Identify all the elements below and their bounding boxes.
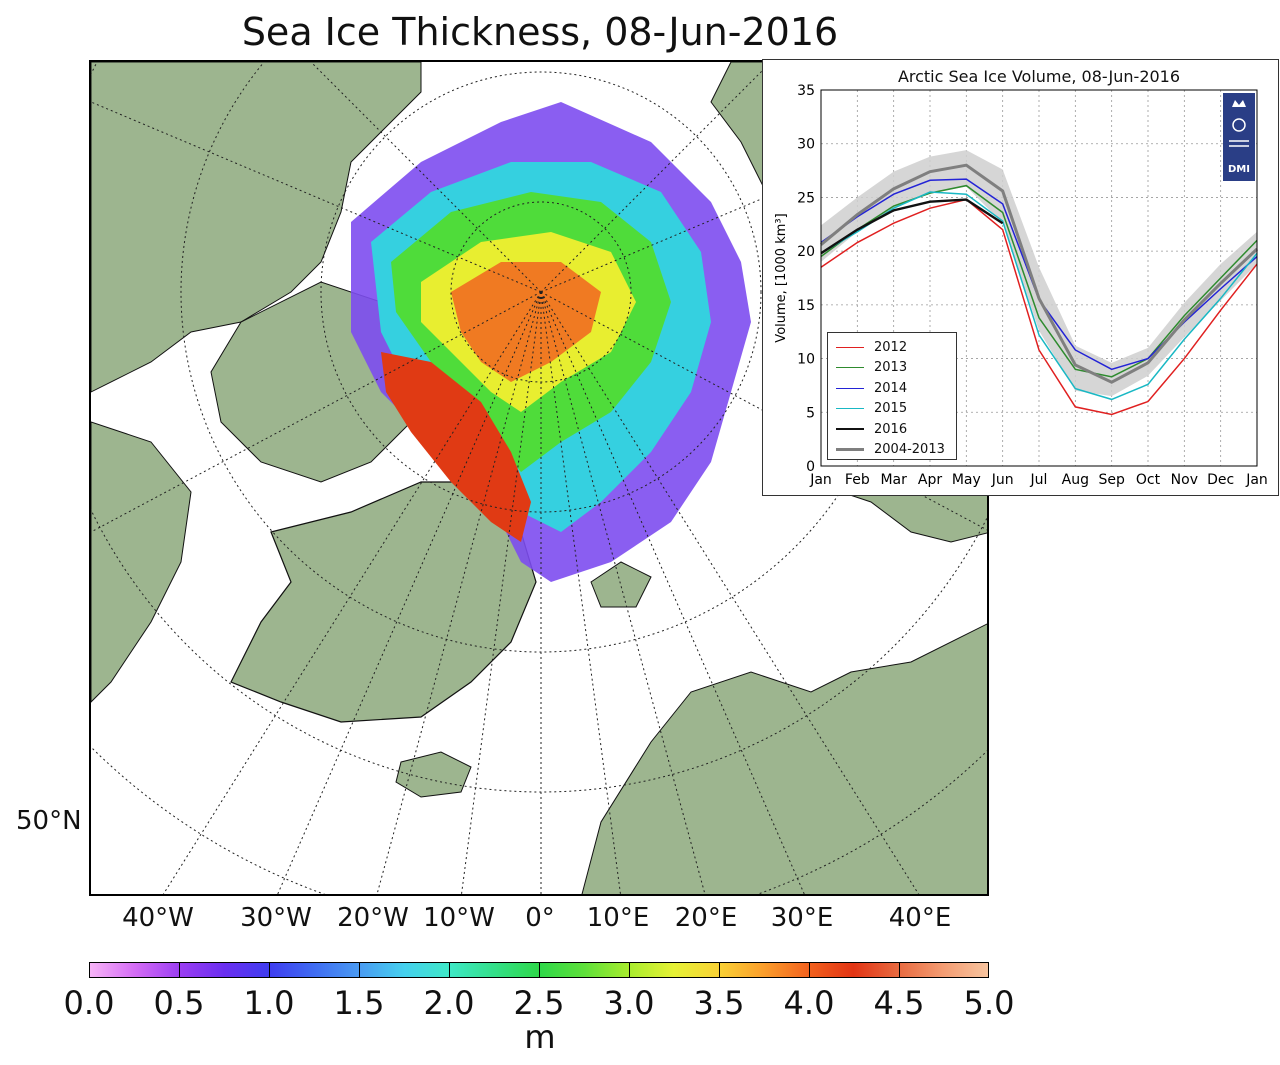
land-svalbard — [590, 561, 652, 608]
series-line-2004-2013 — [820, 163, 1259, 384]
colorbar-tick-label: 1.0 — [243, 984, 295, 1022]
longitude-label: 30°W — [240, 903, 312, 933]
map-title: Sea Ice Thickness, 08-Jun-2016 — [241, 10, 839, 54]
plot-frame — [820, 89, 1258, 467]
x-tick-label: Sep — [1098, 472, 1125, 488]
longitude-label: 40°W — [122, 903, 194, 933]
colorbar-tick-label: 3.5 — [693, 984, 745, 1022]
legend-label: 2015 — [874, 401, 908, 416]
colorbar-tick-label: 4.5 — [873, 984, 925, 1022]
x-tick-label: Aug — [1062, 472, 1089, 488]
land-scandinavia — [581, 623, 987, 894]
colorbar-tick-label: 1.5 — [333, 984, 385, 1022]
colorbar-tick — [179, 962, 180, 978]
legend-label: 2012 — [874, 339, 908, 355]
colorbar-tick — [539, 962, 540, 978]
graticule — [91, 62, 987, 894]
x-tick-label: Nov — [1171, 472, 1198, 488]
legend-label: 2016 — [874, 421, 908, 437]
x-tick-label: Mar — [880, 472, 907, 488]
legend-swatch — [836, 448, 864, 451]
x-tick-label: Jul — [1030, 472, 1048, 488]
legend-entry: 2016 — [836, 419, 907, 439]
dmi-logo: DMI — [1223, 93, 1255, 181]
legend-swatch — [836, 408, 864, 409]
colorbar-unit: m — [524, 1018, 556, 1056]
legend-label: 2014 — [874, 380, 908, 396]
colorbar-tick — [629, 962, 630, 978]
land-north-america — [91, 62, 422, 393]
x-tick-label: Oct — [1136, 472, 1161, 488]
ice-very-thick — [451, 262, 601, 382]
colorbar-tick-label: 2.0 — [423, 984, 475, 1022]
colorbar-tick-label: 2.5 — [513, 984, 565, 1022]
y-axis-label: Volume, [1000 km³] — [774, 213, 789, 342]
legend-swatch — [836, 387, 864, 389]
colorbar-tick — [719, 962, 720, 978]
y-tick-label: 20 — [797, 244, 815, 260]
legend-entry: 2012 — [836, 337, 907, 357]
colorbar-tick — [809, 962, 810, 978]
latitude-label: 50°N — [16, 806, 82, 836]
colorbar-tick — [359, 962, 360, 978]
y-tick-label: 15 — [797, 298, 815, 314]
colorbar-tick-label: 0.0 — [63, 984, 115, 1022]
chart-legend: 2012 2013 2014 2015 2016 2004-2013 — [827, 332, 957, 460]
colorbar-tick — [899, 962, 900, 978]
longitude-label: 20°E — [674, 903, 738, 933]
colorbar-tick-label: 0.5 — [153, 984, 205, 1022]
series-line-2013 — [820, 184, 1258, 378]
y-tick-label: 30 — [797, 137, 815, 153]
series-line-2016 — [820, 198, 1004, 255]
colorbar-tick-label: 5.0 — [963, 984, 1015, 1022]
legend-entry: 2013 — [836, 358, 907, 378]
colorbar-tick-label: 4.0 — [783, 984, 835, 1022]
dmi-logo-text: DMI — [1228, 164, 1250, 175]
longitude-label: 20°W — [337, 903, 409, 933]
x-tick-label: Jan — [1245, 472, 1268, 488]
colorbar-tick — [449, 962, 450, 978]
land-baffin-labrador — [91, 421, 192, 703]
y-tick-label: 35 — [797, 83, 815, 99]
legend-label: 2004-2013 — [874, 442, 945, 457]
colorbar-tick-label: 3.0 — [603, 984, 655, 1022]
x-tick-label: Apr — [918, 472, 942, 488]
longitude-label: 0° — [525, 903, 555, 933]
crown-sun-icon — [1229, 100, 1249, 147]
series-line-2015 — [820, 191, 1258, 401]
y-tick-label: 25 — [797, 190, 815, 206]
legend-entry: 2014 — [836, 378, 907, 398]
x-tick-label: Jan — [809, 472, 832, 488]
legend-entry: 2015 — [836, 399, 907, 419]
land-greenland — [230, 481, 537, 723]
ice-thickest-north-greenland — [381, 352, 531, 542]
volume-chart-inset: Arctic Sea Ice Volume, 08-Jun-2016 0 5 10 1… — [762, 59, 1279, 496]
y-tick-label: 0 — [806, 459, 815, 475]
x-tick-label: Jun — [991, 472, 1014, 488]
y-tick-label: 5 — [806, 405, 815, 421]
x-tick-label: Feb — [845, 472, 870, 488]
longitude-label: 30°E — [770, 903, 834, 933]
map-canvas — [91, 62, 987, 894]
colorbar-tick — [269, 962, 270, 978]
y-tick-label: 10 — [797, 352, 815, 368]
longitude-label: 40°E — [888, 903, 952, 933]
inset-title: Arctic Sea Ice Volume, 08-Jun-2016 — [897, 67, 1181, 86]
legend-entry: 2004-2013 — [836, 440, 945, 460]
legend-label: 2013 — [874, 360, 908, 375]
legend-swatch — [836, 367, 864, 368]
series-line-2012 — [820, 198, 1258, 416]
series-band-2004-2013 — [821, 150, 1257, 397]
x-tick-label: Dec — [1207, 472, 1234, 488]
volume-chart: 0 5 10 15 20 25 30 35 Jan Feb Mar Apr May Jun Jul Aug Se… — [774, 83, 1268, 488]
legend-swatch — [836, 346, 864, 348]
longitude-label: 10°W — [423, 903, 495, 933]
land-iceland — [395, 751, 472, 798]
longitude-label: 10°E — [586, 903, 650, 933]
legend-swatch — [836, 428, 864, 430]
x-tick-label: May — [952, 472, 981, 488]
